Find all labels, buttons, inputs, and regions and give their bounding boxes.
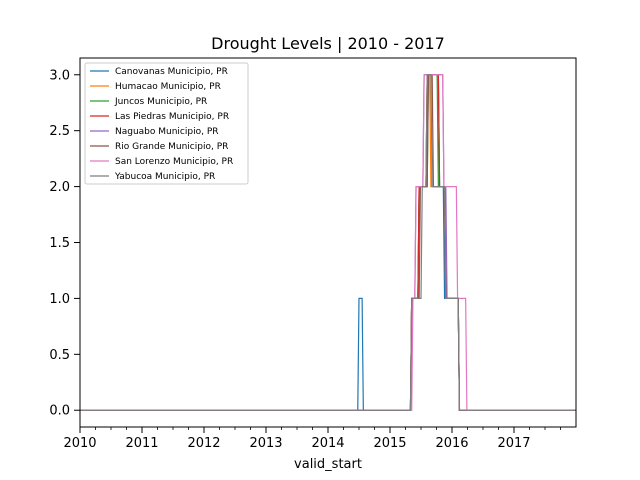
- plot-frame: [79, 57, 577, 428]
- y-axis-ticks: 0.0 0.5 1.0 1.5 2.0 2.5 3.0: [49, 68, 80, 419]
- legend-label-1: Humacao Municipio, PR: [115, 82, 221, 92]
- legend-label-4: Naguabo Municipio, PR: [115, 127, 219, 137]
- legend-label-0: Canovanas Municipio, PR: [115, 67, 228, 77]
- legend-label-2: Juncos Municipio, PR: [114, 97, 207, 107]
- y-tick-label: 1.0: [49, 292, 70, 307]
- x-axis-label: valid_start: [294, 457, 362, 472]
- legend-items: Canovanas Municipio, PR Humacao Municipio…: [90, 67, 233, 182]
- legend-label-3: Las Piedras Municipio, PR: [115, 112, 229, 122]
- x-tick-label: 2016: [435, 436, 468, 451]
- x-tick-label: 2011: [125, 436, 158, 451]
- x-tick-label: 2010: [63, 436, 96, 451]
- legend-label-7: Yabucoa Municipio, PR: [114, 172, 215, 182]
- y-tick-label: 0.5: [49, 348, 70, 363]
- chart-title: Drought Levels | 2010 - 2017: [211, 34, 445, 53]
- legend-box: [84, 62, 249, 185]
- y-tick-label: 2.5: [49, 124, 70, 139]
- x-tick-label: 2013: [249, 436, 282, 451]
- x-tick-label: 2017: [497, 436, 530, 451]
- series-line-7: [80, 74, 576, 411]
- x-axis-ticks: 2010 2011 2012 2013 2014 2015 2016 2017: [63, 427, 561, 451]
- y-tick-label: 3.0: [49, 68, 70, 83]
- y-tick-label: 1.5: [49, 236, 70, 251]
- x-tick-label: 2014: [311, 436, 344, 451]
- legend-label-6: San Lorenzo Municipio, PR: [115, 157, 233, 167]
- x-tick-label: 2012: [187, 436, 220, 451]
- x-tick-label: 2015: [373, 436, 406, 451]
- y-tick-label: 2.0: [49, 180, 70, 195]
- y-tick-label: 0.0: [49, 404, 70, 419]
- series-layer: [80, 74, 576, 411]
- legend-label-5: Rio Grande Municipio, PR: [115, 142, 228, 152]
- legend: Canovanas Municipio, PR Humacao Municipio…: [84, 62, 249, 185]
